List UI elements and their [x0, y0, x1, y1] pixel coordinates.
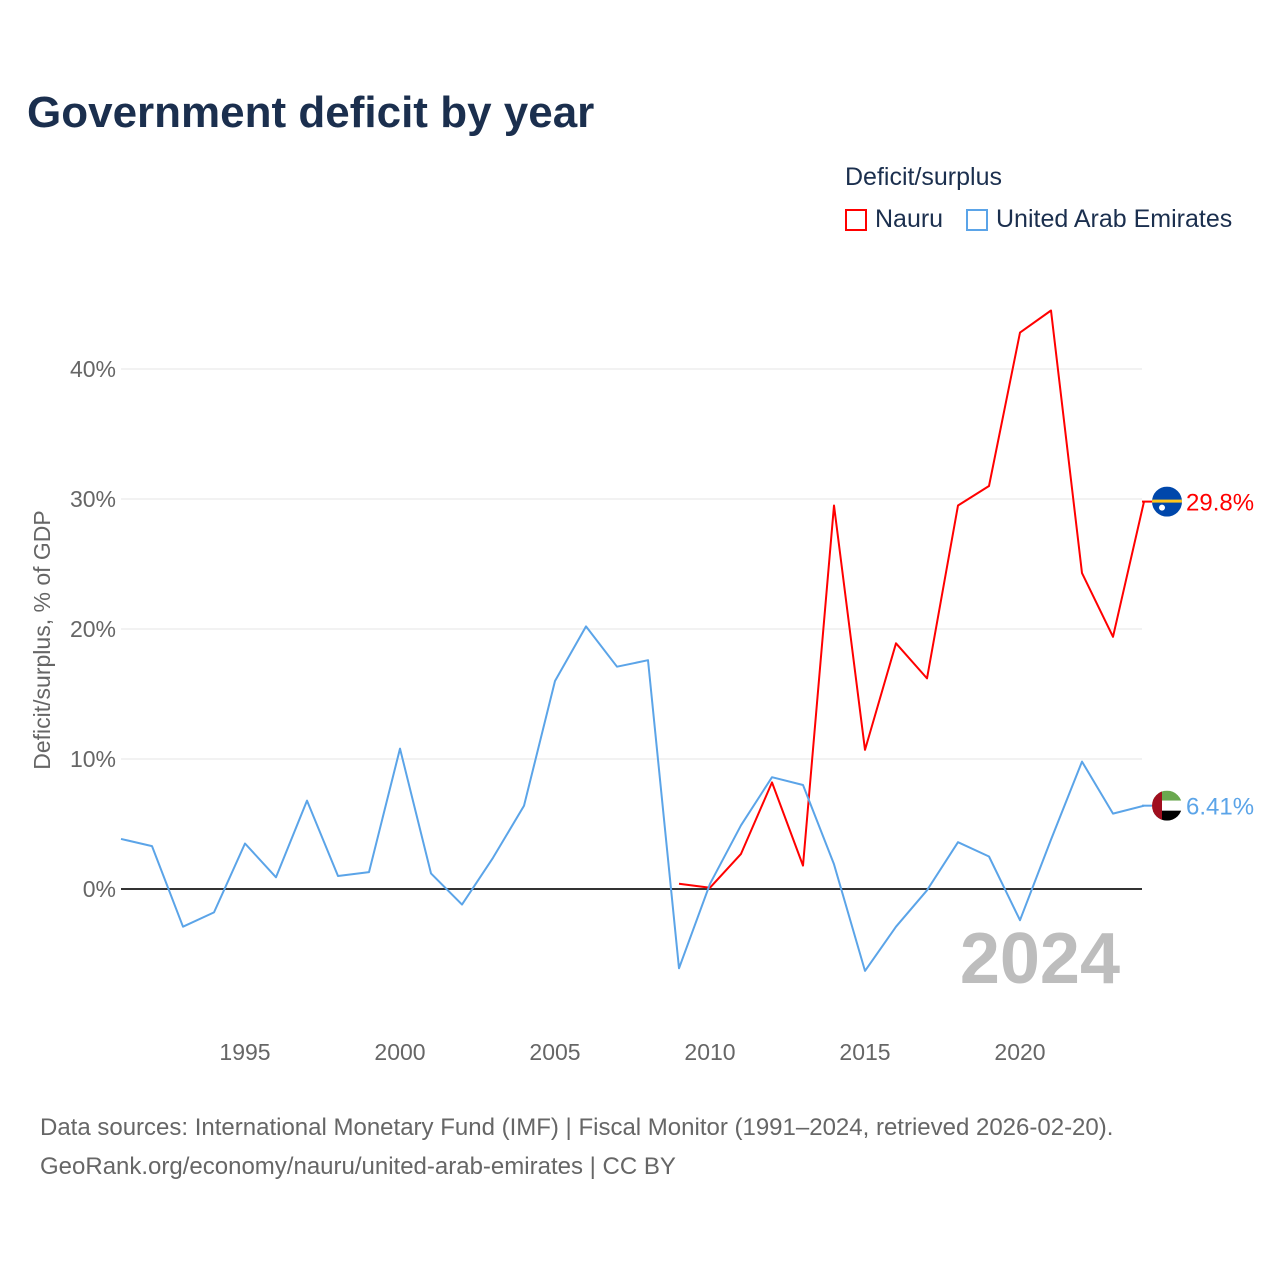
x-tick-label: 2010: [684, 1039, 735, 1065]
legend-item-nauru[interactable]: Nauru: [845, 205, 943, 234]
uae-flag-icon: [1152, 790, 1182, 821]
x-tick-label: 2015: [839, 1039, 890, 1065]
y-tick-label: 30%: [70, 486, 116, 512]
series-line-nauru: [678, 309, 1145, 889]
x-tick-label: 1995: [219, 1039, 270, 1065]
y-axis-label: Deficit/surplus, % of GDP: [29, 510, 55, 769]
x-tick-label: 2000: [374, 1039, 425, 1065]
legend-label: Nauru: [875, 205, 944, 233]
end-value-label: 29.8%: [1186, 490, 1254, 517]
legend-swatch-uae: [966, 208, 988, 231]
y-tick-label: 10%: [70, 746, 116, 772]
year-watermark: 2024: [960, 919, 1120, 999]
x-tick-label: 2005: [529, 1039, 580, 1065]
x-tick-label: 2020: [994, 1039, 1045, 1065]
legend-item-uae[interactable]: United Arab Emirates: [966, 205, 1232, 234]
end-value-label: 6.41%: [1186, 794, 1254, 821]
legend-title: Deficit/surplus: [845, 163, 1002, 191]
chart-title: Government deficit by year: [27, 88, 595, 137]
y-tick-label: 20%: [70, 616, 116, 642]
y-tick-label: 40%: [70, 356, 116, 382]
y-tick-label: 0%: [83, 876, 116, 902]
series-line-uae: [120, 625, 1145, 972]
attribution-link[interactable]: GeoRank.org/economy/nauru/united-arab-em…: [40, 1153, 676, 1180]
footer: Data sources: International Monetary Fun…: [40, 1108, 1113, 1186]
nauru-flag-icon: [1152, 486, 1182, 517]
source-note: Data sources: International Monetary Fun…: [40, 1114, 1114, 1141]
legend-label: United Arab Emirates: [996, 205, 1233, 233]
legend-swatch-nauru: [845, 208, 867, 231]
